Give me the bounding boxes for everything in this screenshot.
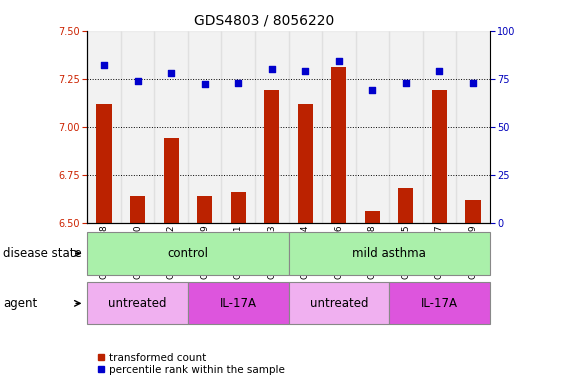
Bar bbox=[231, 192, 246, 223]
Point bbox=[435, 68, 444, 74]
Bar bbox=[154, 31, 188, 223]
Bar bbox=[130, 196, 145, 223]
Text: untreated: untreated bbox=[108, 297, 167, 310]
Bar bbox=[121, 31, 154, 223]
Bar bbox=[87, 282, 188, 324]
Text: control: control bbox=[167, 247, 208, 260]
Text: agent: agent bbox=[3, 297, 37, 310]
Point bbox=[468, 79, 477, 86]
Point bbox=[301, 68, 310, 74]
Point bbox=[401, 79, 410, 86]
Bar bbox=[466, 200, 481, 223]
Bar bbox=[322, 31, 356, 223]
Text: IL-17A: IL-17A bbox=[421, 297, 458, 310]
Bar bbox=[221, 31, 255, 223]
Bar bbox=[456, 31, 490, 223]
Bar bbox=[389, 282, 490, 324]
Point bbox=[100, 62, 109, 68]
Text: disease state: disease state bbox=[3, 247, 82, 260]
Bar bbox=[298, 104, 313, 223]
Legend: transformed count, percentile rank within the sample: transformed count, percentile rank withi… bbox=[92, 348, 289, 379]
Point bbox=[234, 79, 243, 86]
Text: mild asthma: mild asthma bbox=[352, 247, 426, 260]
Bar bbox=[423, 31, 456, 223]
Bar bbox=[87, 232, 289, 275]
Text: untreated: untreated bbox=[310, 297, 368, 310]
Bar bbox=[289, 31, 322, 223]
Bar bbox=[255, 31, 289, 223]
Text: GDS4803 / 8056220: GDS4803 / 8056220 bbox=[194, 13, 335, 27]
Point bbox=[167, 70, 176, 76]
Bar bbox=[331, 67, 346, 223]
Bar bbox=[399, 188, 413, 223]
Bar bbox=[188, 282, 289, 324]
Point bbox=[267, 66, 276, 72]
Bar bbox=[356, 31, 389, 223]
Bar bbox=[289, 232, 490, 275]
Text: IL-17A: IL-17A bbox=[220, 297, 257, 310]
Bar bbox=[389, 31, 423, 223]
Bar bbox=[188, 31, 221, 223]
Point bbox=[200, 81, 209, 88]
Point bbox=[334, 58, 343, 65]
Bar bbox=[96, 104, 111, 223]
Bar bbox=[289, 282, 389, 324]
Bar bbox=[264, 90, 279, 223]
Bar bbox=[197, 196, 212, 223]
Bar bbox=[164, 138, 178, 223]
Bar bbox=[87, 31, 121, 223]
Point bbox=[368, 87, 377, 93]
Point bbox=[133, 78, 142, 84]
Bar bbox=[365, 211, 380, 223]
Bar bbox=[432, 90, 447, 223]
